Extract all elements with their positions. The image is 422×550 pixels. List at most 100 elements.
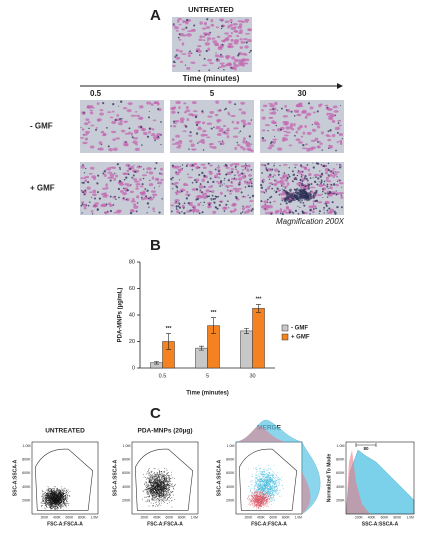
cell: [244, 53, 248, 56]
cell: [182, 183, 186, 186]
event-dot: [266, 477, 267, 478]
particle: [321, 193, 323, 195]
event-dot: [166, 477, 167, 479]
particle: [82, 191, 84, 193]
event-dot: [63, 495, 65, 497]
particle: [122, 197, 125, 200]
cell: [90, 106, 95, 109]
event-dot: [265, 482, 267, 483]
event-dot: [261, 474, 262, 475]
event-dot: [166, 485, 168, 487]
event-dot: [163, 488, 165, 490]
aggregate: [305, 194, 309, 198]
cell: [203, 32, 207, 35]
cell: [216, 172, 222, 176]
event-dot: [50, 502, 52, 504]
event-dot: [60, 496, 61, 498]
particle: [233, 177, 236, 180]
event-dot: [281, 485, 283, 487]
event-dot: [57, 490, 59, 492]
event-dot: [275, 486, 277, 488]
event-dot: [264, 478, 265, 480]
event-dot: [65, 494, 66, 496]
event-dot: [61, 501, 62, 503]
event-dot: [271, 491, 273, 493]
cell: [244, 18, 250, 22]
event-dot: [260, 479, 261, 481]
event-dot: [151, 492, 153, 494]
event-dot: [171, 500, 173, 501]
particle: [230, 181, 233, 183]
event-dot: [262, 494, 264, 495]
cell: [279, 208, 283, 212]
event-dot: [64, 498, 66, 500]
event-dot: [60, 500, 62, 502]
event-dot: [56, 508, 57, 510]
event-dot: [172, 486, 173, 488]
event-dot: [163, 492, 165, 493]
event-dot: [267, 478, 269, 480]
particle: [209, 177, 212, 180]
event-dot: [266, 495, 268, 496]
particle: [136, 202, 139, 204]
particle: [261, 172, 263, 174]
cell: [244, 141, 251, 146]
event-dot: [148, 469, 150, 471]
significance: ***: [256, 297, 262, 303]
event-dot: [274, 478, 275, 479]
event-dot: [57, 506, 58, 508]
particle: [219, 185, 221, 187]
event-dot: [156, 480, 158, 482]
event-dot: [49, 498, 50, 500]
particle: [91, 196, 93, 198]
event-dot: [59, 492, 61, 494]
cell: [92, 203, 99, 208]
particle: [302, 144, 305, 147]
event-dot: [48, 489, 50, 491]
event-dot: [53, 488, 54, 490]
particle: [236, 141, 239, 144]
event-dot: [147, 472, 149, 474]
cell: [296, 113, 302, 117]
event-dot: [158, 480, 159, 482]
event-dot: [154, 488, 156, 490]
cell: [141, 127, 147, 132]
plot-frame: [31, 441, 99, 515]
particle: [327, 192, 330, 195]
event-dot: [152, 490, 154, 491]
event-dot: [56, 505, 57, 507]
event-dot: [161, 487, 162, 489]
particle: [270, 212, 273, 215]
event-dot: [167, 492, 169, 494]
cell: [268, 102, 274, 105]
event-dot: [42, 496, 44, 498]
event-dot: [255, 483, 257, 485]
particle: [295, 178, 298, 181]
event-dot: [264, 491, 266, 493]
particle: [335, 193, 338, 196]
event-dot: [149, 499, 151, 501]
event-dot: [263, 492, 264, 494]
cell: [230, 168, 235, 171]
event-dot: [155, 485, 157, 487]
event-dot: [160, 473, 162, 475]
event-dot: [66, 490, 67, 492]
event-dot: [57, 493, 59, 495]
event-dot: [155, 486, 157, 488]
event-dot: [258, 482, 260, 484]
event-dot: [50, 495, 51, 497]
event-dot: [63, 490, 65, 492]
event-dot: [50, 506, 52, 507]
event-dot: [45, 503, 47, 505]
event-dot: [57, 494, 59, 496]
event-dot: [44, 495, 45, 497]
particle: [323, 206, 326, 209]
event-dot: [153, 493, 155, 494]
event-dot: [147, 492, 149, 493]
event-dot: [151, 489, 153, 491]
cell: [203, 195, 207, 200]
event-dot: [263, 479, 264, 481]
event-dot: [160, 487, 162, 489]
particle: [321, 149, 323, 151]
event-dot: [52, 499, 54, 500]
